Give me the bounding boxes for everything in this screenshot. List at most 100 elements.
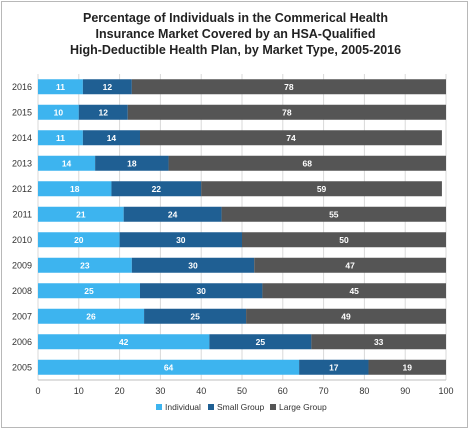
y-category-label-2016: 2016	[12, 82, 32, 92]
bar-2011-individual	[38, 206, 124, 222]
bar-2014-small-group	[82, 130, 140, 146]
data-label-2012-individual: 18	[70, 184, 80, 194]
x-tick-label-90: 90	[400, 386, 410, 396]
bar-2010-individual	[38, 232, 120, 248]
y-category-label-2011: 2011	[13, 209, 32, 219]
legend-label-individual: Individual	[165, 402, 201, 412]
y-category-label-2007: 2007	[12, 311, 32, 321]
data-label-2011-large-group: 55	[329, 209, 339, 219]
x-tick-label-100: 100	[438, 386, 453, 396]
y-category-label-2013: 2013	[12, 158, 32, 168]
x-tick-label-20: 20	[115, 386, 125, 396]
legend-label-large-group: Large Group	[279, 402, 327, 412]
y-category-label-2009: 2009	[12, 260, 32, 270]
legend-swatch-large-group	[270, 404, 276, 410]
bar-2016-large-group	[131, 79, 446, 95]
data-label-2008-individual: 25	[84, 286, 94, 296]
x-tick-label-0: 0	[35, 386, 40, 396]
data-label-2006-small-group: 25	[256, 337, 266, 347]
bar-2008-small-group	[140, 283, 263, 299]
y-category-label-2010: 2010	[12, 235, 32, 245]
data-label-2009-large-group: 47	[345, 260, 355, 270]
data-label-2016-individual: 11	[56, 82, 65, 92]
bar-2014-large-group	[140, 130, 442, 146]
bar-2012-individual	[38, 181, 112, 197]
bar-2013-small-group	[95, 155, 169, 171]
bar-2015-individual	[38, 104, 79, 120]
bar-2005-individual	[38, 359, 300, 375]
x-tick-label-10: 10	[74, 386, 84, 396]
data-label-2009-small-group: 30	[188, 260, 198, 270]
data-label-2015-individual: 10	[54, 107, 64, 117]
y-category-label-2015: 2015	[12, 107, 32, 117]
legend-swatch-individual	[156, 404, 162, 410]
bar-2011-small-group	[123, 206, 222, 222]
bar-2013-individual	[38, 155, 96, 171]
chart-title-line-3: High-Deductible Health Plan, by Market T…	[69, 43, 402, 57]
data-label-2007-individual: 26	[86, 311, 96, 321]
bar-2012-large-group	[201, 181, 442, 197]
data-label-2007-small-group: 25	[190, 311, 200, 321]
y-category-label-2008: 2008	[12, 286, 32, 296]
bar-2006-large-group	[311, 334, 446, 350]
x-tick-label-40: 40	[196, 386, 206, 396]
data-label-2014-individual: 11	[56, 133, 65, 143]
bar-2005-large-group	[368, 359, 446, 375]
data-label-2005-individual: 64	[164, 362, 174, 372]
legend-label-small-group: Small Group	[217, 402, 265, 412]
x-tick-label-50: 50	[237, 386, 247, 396]
bar-2014-individual	[38, 130, 83, 146]
data-label-2007-large-group: 49	[341, 311, 351, 321]
data-label-2008-small-group: 30	[196, 286, 206, 296]
bar-2009-small-group	[131, 257, 255, 273]
y-category-label-2012: 2012	[12, 184, 32, 194]
x-tick-label-70: 70	[319, 386, 329, 396]
data-label-2011-individual: 21	[76, 209, 86, 219]
bar-2010-small-group	[119, 232, 242, 248]
data-label-2012-small-group: 22	[152, 184, 162, 194]
data-label-2010-large-group: 50	[339, 235, 349, 245]
data-label-2006-individual: 42	[119, 337, 129, 347]
x-tick-label-80: 80	[359, 386, 369, 396]
data-label-2008-large-group: 45	[349, 286, 359, 296]
data-label-2012-large-group: 59	[317, 184, 327, 194]
data-label-2015-small-group: 12	[99, 107, 109, 117]
bar-2015-large-group	[127, 104, 446, 120]
bar-2016-small-group	[82, 79, 132, 95]
data-label-2010-individual: 20	[74, 235, 84, 245]
y-category-label-2014: 2014	[12, 133, 32, 143]
bar-2007-individual	[38, 308, 145, 324]
data-label-2006-large-group: 33	[374, 337, 384, 347]
bar-2009-individual	[38, 257, 132, 273]
bar-2015-small-group	[78, 104, 128, 120]
bar-2008-large-group	[262, 283, 446, 299]
data-label-2014-small-group: 14	[107, 133, 117, 143]
bar-2012-small-group	[111, 181, 202, 197]
data-label-2005-large-group: 19	[403, 362, 413, 372]
bar-2006-individual	[38, 334, 210, 350]
chart-title: Percentage of Individuals in the Commeri…	[0, 10, 471, 58]
bar-2011-large-group	[221, 206, 446, 222]
bar-2016-individual	[38, 79, 83, 95]
bar-2006-small-group	[209, 334, 312, 350]
bar-2009-large-group	[254, 257, 446, 273]
data-label-2015-large-group: 78	[282, 107, 292, 117]
bar-2005-small-group	[299, 359, 369, 375]
data-label-2011-small-group: 24	[168, 209, 178, 219]
data-label-2013-individual: 14	[62, 158, 72, 168]
chart-title-line-2: Insurance Market Covered by an HSA-Quali…	[95, 27, 376, 41]
data-label-2013-small-group: 18	[127, 158, 137, 168]
data-label-2009-individual: 23	[80, 260, 90, 270]
data-label-2013-large-group: 68	[303, 158, 313, 168]
data-label-2016-small-group: 12	[103, 82, 113, 92]
y-category-label-2006: 2006	[12, 337, 32, 347]
legend-swatch-small-group	[208, 404, 214, 410]
y-category-label-2005: 2005	[12, 362, 32, 372]
bar-2008-individual	[38, 283, 140, 299]
data-label-2016-large-group: 78	[284, 82, 294, 92]
data-label-2014-large-group: 74	[286, 133, 296, 143]
x-tick-label-30: 30	[155, 386, 165, 396]
bar-2010-large-group	[242, 232, 446, 248]
bar-2007-small-group	[144, 308, 247, 324]
